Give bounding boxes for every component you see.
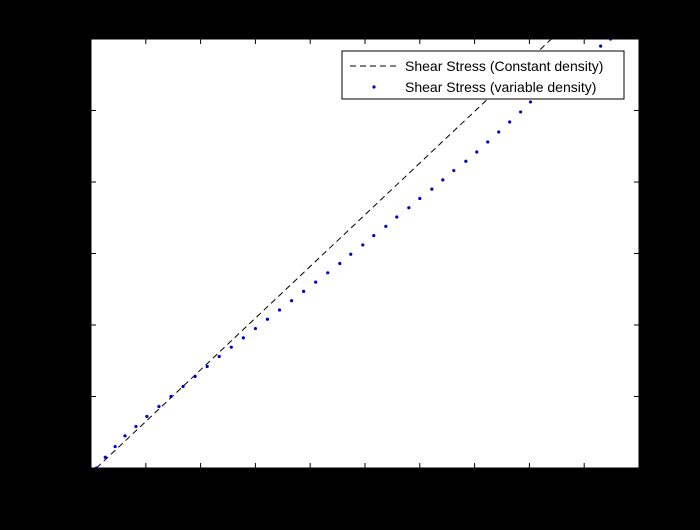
data-point-variable-density <box>103 455 107 459</box>
x-tick-label: 0 <box>87 475 94 490</box>
y-tick-label: 2500 <box>56 103 85 118</box>
data-point-variable-density <box>134 424 138 429</box>
x-tick-label: 2 <box>307 475 314 490</box>
legend-label-constant-density: Shear Stress (Constant density) <box>405 58 603 74</box>
data-point-variable-density <box>418 196 422 201</box>
data-point-variable-density <box>497 130 501 134</box>
legend-label-variable-density: Shear Stress (variable density) <box>405 79 596 95</box>
y-axis-label: Depth (ft) <box>22 226 37 280</box>
data-point-variable-density <box>277 308 282 312</box>
y-tick-label: 3000 <box>56 31 85 46</box>
y-tick-label: 0 <box>78 460 85 475</box>
legend-box <box>341 50 625 100</box>
data-point-variable-density <box>289 299 294 303</box>
x-tick-label: 5 <box>635 475 642 490</box>
data-point-variable-density <box>123 434 127 438</box>
data-point-variable-density <box>508 120 512 124</box>
x-axis-label: Stress (psi) <box>332 502 398 517</box>
x-tick-label: 1 <box>197 475 204 490</box>
data-point-variable-density <box>475 150 479 154</box>
data-point-variable-density <box>193 374 197 379</box>
data-point-variable-density <box>265 317 270 321</box>
data-point-variable-density <box>528 100 533 104</box>
y-tick-label: 1000 <box>56 317 85 332</box>
data-point-variable-density <box>519 110 523 114</box>
data-point-variable-density <box>253 326 257 331</box>
data-point-variable-density <box>486 140 490 144</box>
data-point-variable-density <box>349 252 353 256</box>
data-point-variable-density <box>314 280 318 284</box>
ticks-layer: 0 0.5 1 1.5 2 2.5 3 3.5 4 4.5 5 0 500 1000 1500 2000 250… <box>56 31 643 490</box>
data-point-variable-density <box>395 215 399 219</box>
x-tick-label: 0.5 <box>137 475 155 490</box>
x-tick-label: 1.5 <box>246 475 264 490</box>
data-point-variable-density <box>599 44 603 48</box>
x-axis-exponent-label: x 10⁴ <box>604 505 634 520</box>
data-point-variable-density <box>326 271 330 275</box>
data-point-variable-density <box>464 159 468 163</box>
y-tick-label: 500 <box>63 389 85 404</box>
x-tick-label: 2.5 <box>356 475 374 490</box>
data-point-variable-density <box>452 168 456 173</box>
data-point-variable-density <box>361 243 365 247</box>
data-point-variable-density <box>113 444 117 449</box>
data-point-variable-density <box>441 178 445 182</box>
data-point-variable-density <box>384 224 388 228</box>
data-point-variable-density <box>302 289 306 293</box>
data-point-variable-density <box>608 39 613 41</box>
data-point-variable-density <box>229 345 233 349</box>
legend: Shear Stress (Constant density) Shear St… <box>341 50 625 100</box>
data-point-variable-density <box>157 404 161 409</box>
data-point-variable-density <box>145 414 149 419</box>
x-tick-label: 4.5 <box>575 475 593 490</box>
x-tick-label: 4 <box>526 475 533 490</box>
y-tick-label: 2000 <box>56 174 85 189</box>
data-point-variable-density <box>430 187 434 191</box>
y-tick-label: 1500 <box>56 246 85 261</box>
x-tick-label: 3 <box>416 475 423 490</box>
data-point-variable-density <box>372 234 376 238</box>
legend-marker-variable-density <box>372 85 376 89</box>
data-point-variable-density <box>169 394 173 399</box>
data-point-variable-density <box>181 384 185 389</box>
data-point-variable-density <box>338 261 342 266</box>
data-point-variable-density <box>241 336 245 340</box>
x-tick-label: 3.5 <box>466 475 484 490</box>
data-point-variable-density <box>407 206 411 210</box>
data-point-variable-density <box>217 354 221 359</box>
plot-area <box>90 38 640 469</box>
data-point-variable-density <box>205 364 209 369</box>
